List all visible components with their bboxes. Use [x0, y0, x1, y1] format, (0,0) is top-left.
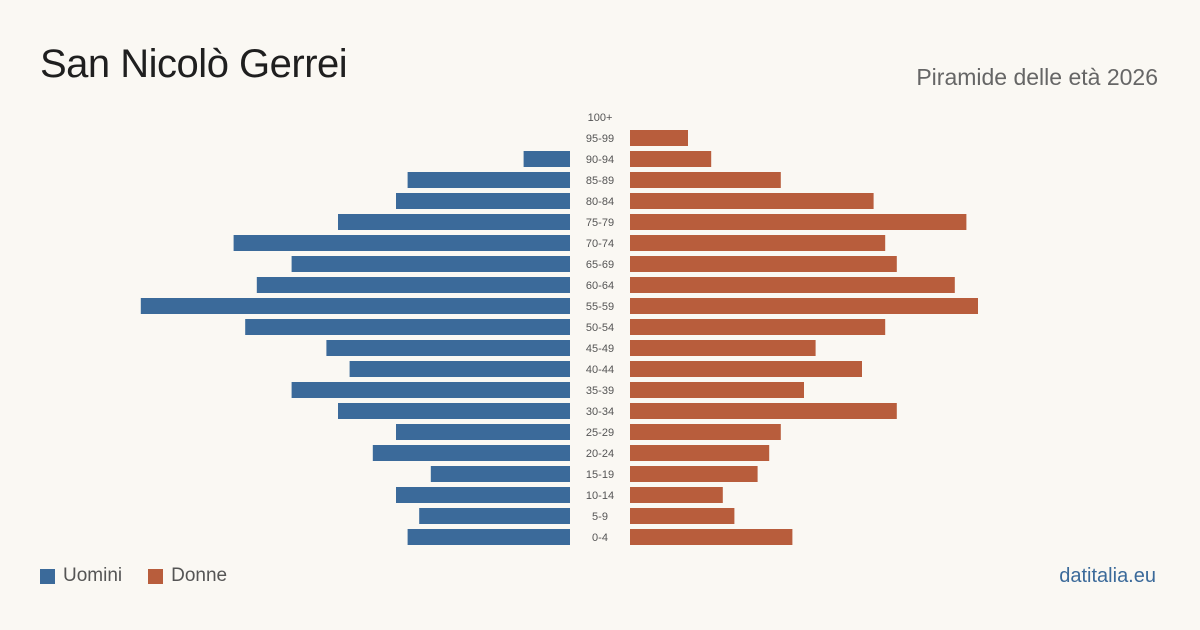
bar-men-80-84 [396, 193, 570, 209]
brand-link[interactable]: datitalia.eu [1059, 565, 1156, 587]
bar-women-25-29 [630, 424, 781, 440]
legend-label-women: Donne [171, 565, 228, 586]
age-group-label: 70-74 [586, 238, 614, 250]
age-group-label: 80-84 [586, 196, 614, 208]
bar-women-85-89 [630, 172, 781, 188]
legend-swatch-women [148, 568, 164, 584]
age-group-label: 0-4 [592, 532, 608, 544]
bar-men-50-54 [245, 319, 570, 335]
bar-men-5-9 [419, 508, 570, 524]
bar-women-60-64 [630, 277, 955, 293]
bar-men-65-69 [291, 256, 570, 272]
age-group-label: 60-64 [586, 280, 614, 292]
bar-women-0-4 [630, 529, 793, 545]
age-group-label: 40-44 [586, 364, 614, 376]
bar-men-15-19 [430, 466, 570, 482]
age-group-label: 15-19 [586, 469, 614, 481]
legend-item-women: Donne [148, 565, 227, 587]
bar-women-35-39 [630, 382, 804, 398]
bar-women-20-24 [630, 445, 770, 461]
age-group-label: 55-59 [586, 301, 614, 313]
bar-men-75-79 [338, 214, 570, 230]
legend-label-men: Uomini [63, 565, 123, 586]
age-group-label: 5-9 [592, 511, 608, 523]
bar-men-25-29 [396, 424, 570, 440]
bar-men-45-49 [326, 340, 570, 356]
bar-women-55-59 [630, 298, 978, 314]
bar-men-35-39 [291, 382, 570, 398]
age-group-label: 35-39 [586, 385, 614, 397]
bar-women-80-84 [630, 193, 874, 209]
age-group-label: 90-94 [586, 154, 614, 166]
bar-women-65-69 [630, 256, 897, 272]
bar-men-60-64 [256, 277, 570, 293]
bar-women-10-14 [630, 487, 723, 503]
bar-women-75-79 [630, 214, 967, 230]
age-group-label: 25-29 [586, 427, 614, 439]
bar-men-0-4 [407, 529, 570, 545]
bar-women-70-74 [630, 235, 886, 251]
bar-men-55-59 [140, 298, 571, 314]
age-group-label: 85-89 [586, 175, 614, 187]
bar-women-30-34 [630, 403, 897, 419]
chart-subtitle: Piramide delle età 2026 [916, 64, 1158, 90]
bar-women-5-9 [630, 508, 735, 524]
bar-women-90-94 [630, 151, 712, 167]
chart-legend: Uomini Donne [40, 565, 253, 587]
bar-women-95-99 [630, 130, 688, 146]
bar-men-85-89 [407, 172, 570, 188]
bar-women-50-54 [630, 319, 886, 335]
bar-men-30-34 [338, 403, 570, 419]
age-group-label: 50-54 [586, 322, 614, 334]
age-group-label: 30-34 [586, 406, 614, 418]
bar-men-20-24 [372, 445, 570, 461]
bar-women-15-19 [630, 466, 758, 482]
legend-item-men: Uomini [40, 565, 122, 587]
age-group-label: 100+ [588, 112, 613, 124]
age-group-label: 20-24 [586, 448, 614, 460]
age-group-label: 45-49 [586, 343, 614, 355]
bar-men-40-44 [349, 361, 570, 377]
age-group-label: 65-69 [586, 259, 614, 271]
page-title: San Nicolò Gerrei [40, 42, 348, 86]
bar-men-70-74 [233, 235, 570, 251]
bar-women-45-49 [630, 340, 816, 356]
legend-swatch-men [40, 568, 55, 584]
bar-men-10-14 [396, 487, 570, 503]
bar-men-90-94 [523, 151, 570, 167]
age-group-label: 75-79 [586, 217, 614, 229]
age-group-label: 95-99 [586, 133, 614, 145]
bar-women-40-44 [630, 361, 862, 377]
age-group-label: 10-14 [586, 490, 614, 502]
